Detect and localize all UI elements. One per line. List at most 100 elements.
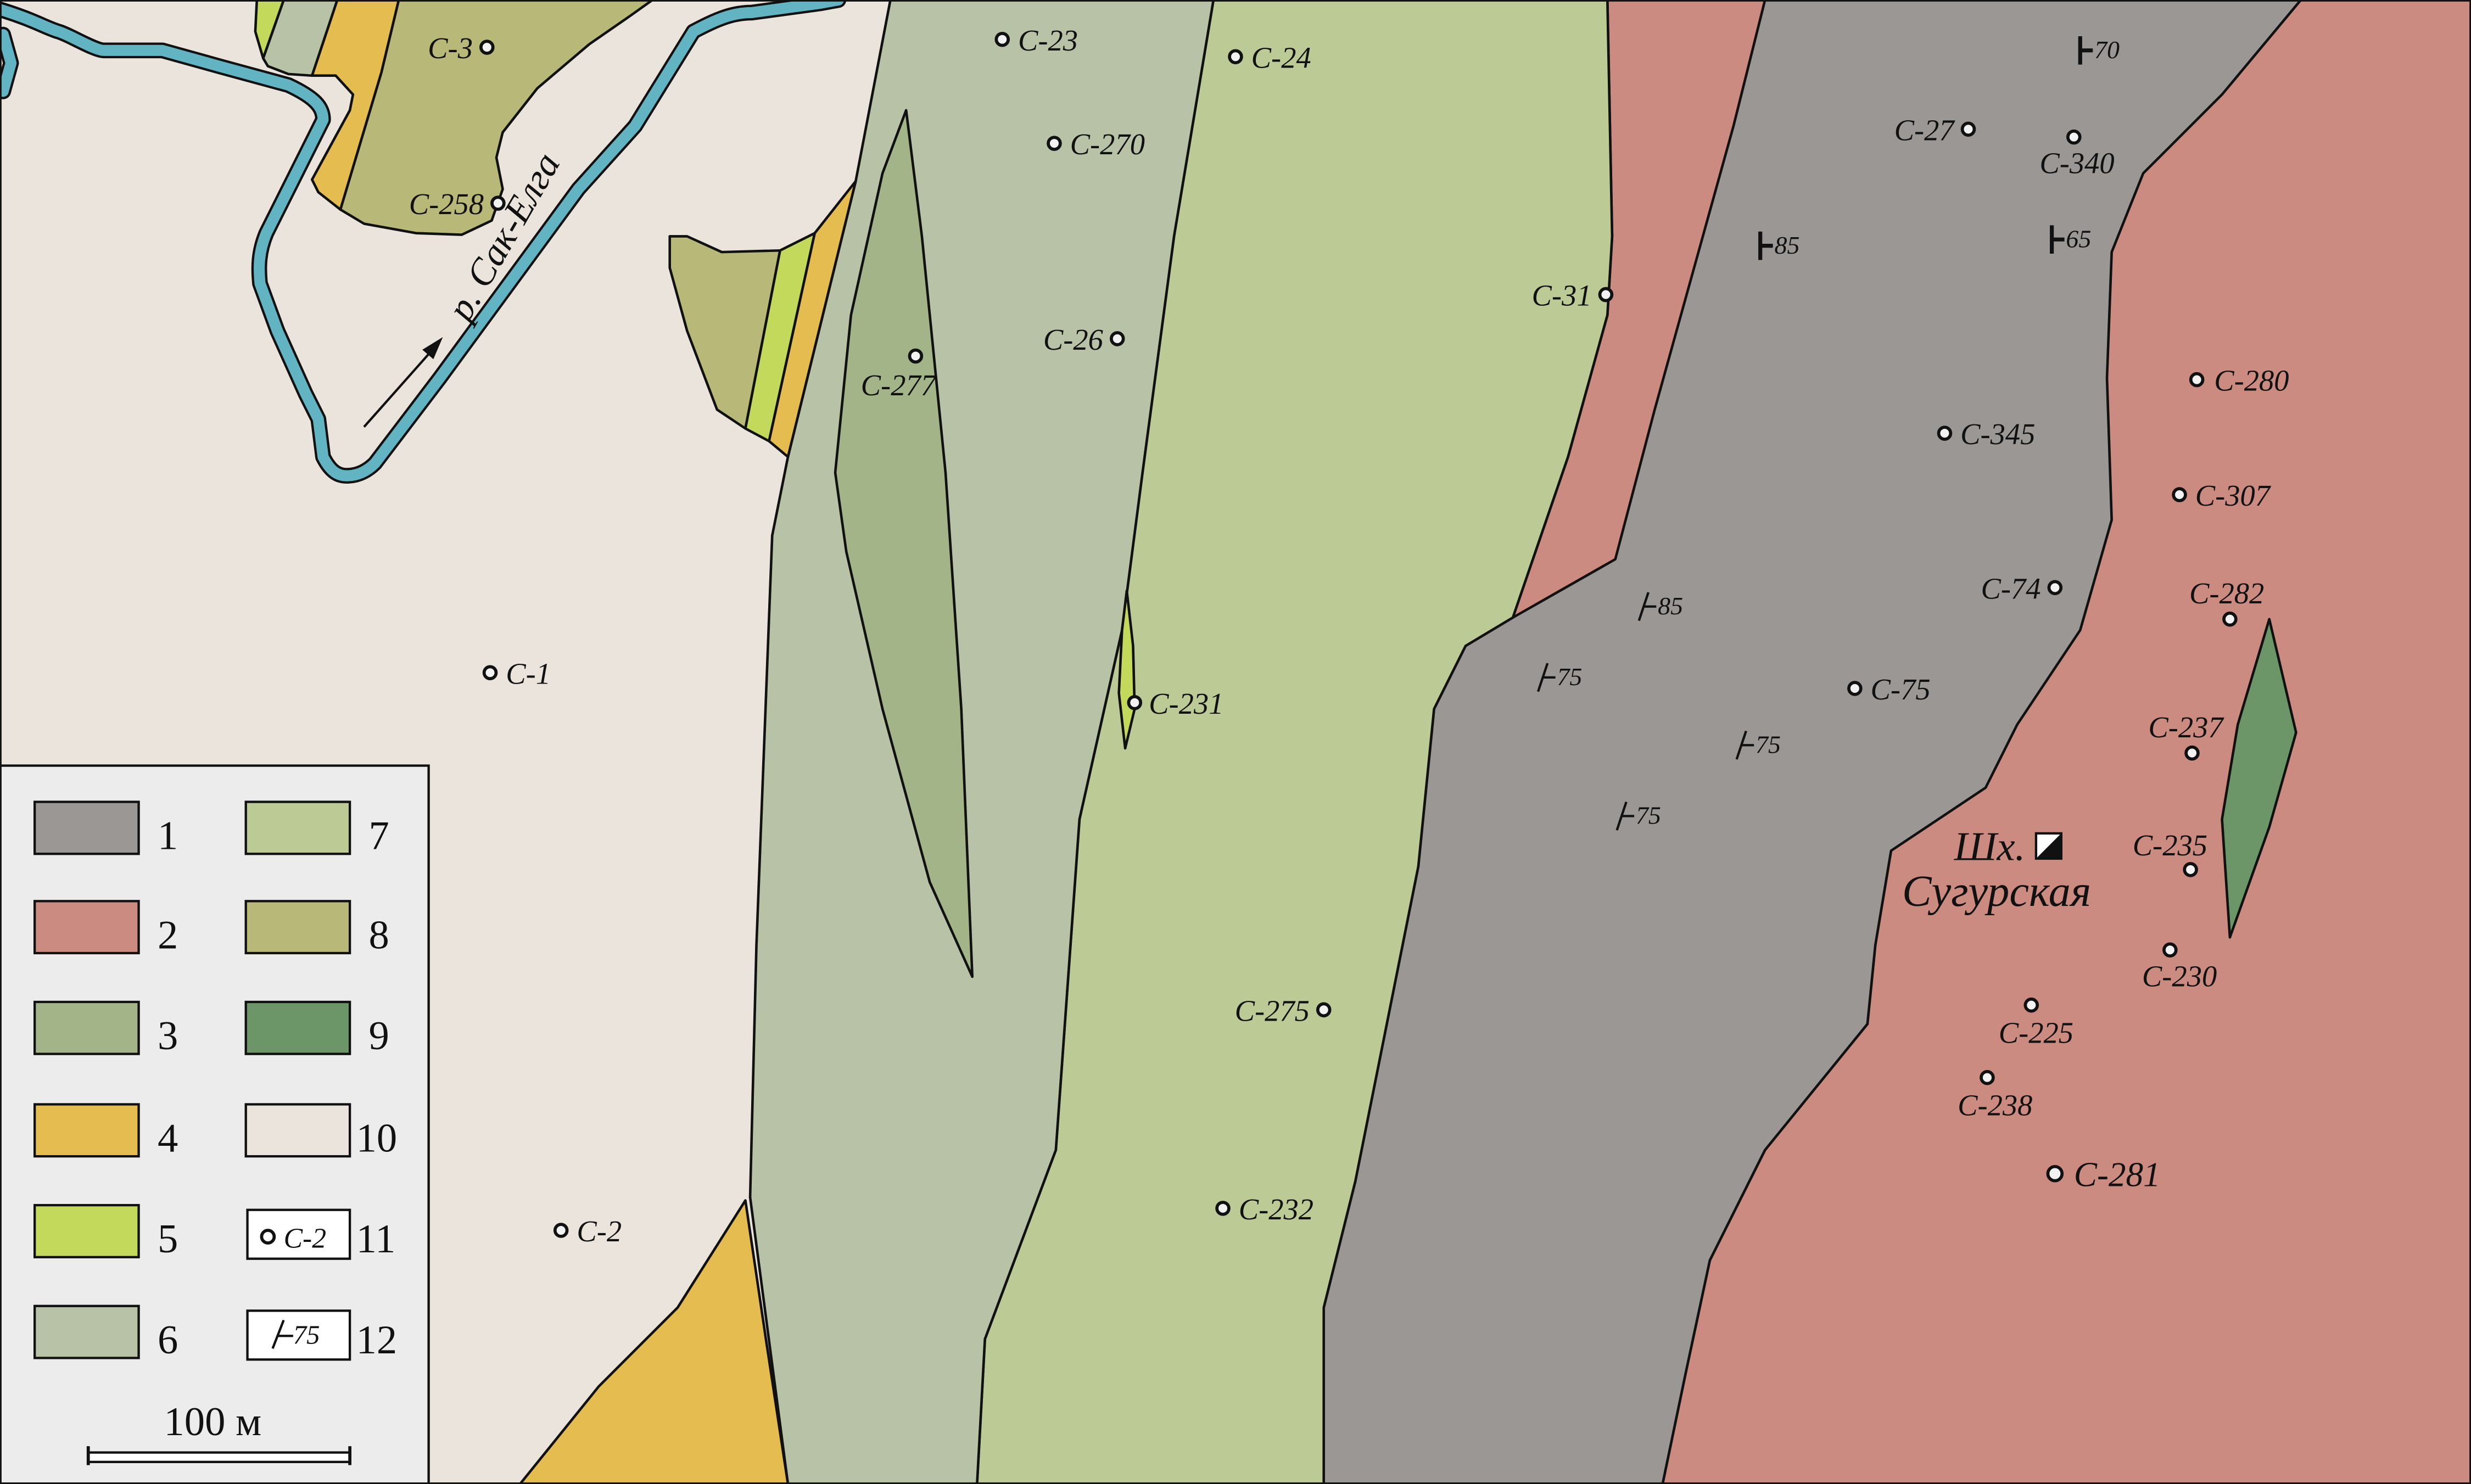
sample-label: С-75 [1871,673,1931,706]
mine-label-name: Сугурская [1902,867,2091,916]
mine-label-prefix: Шх. [1954,825,2026,870]
legend-item-9: 9 [244,1000,389,1059]
dip-symbol: 85 [1637,592,1683,621]
sample-label: С-3 [428,31,473,65]
sample-point: С-237 [2148,710,2224,761]
sample-label: С-74 [1981,572,2040,605]
sample-label: С-230 [2142,959,2217,993]
dip-strike-icon [2050,225,2065,254]
sample-label: С-31 [1532,279,1592,312]
unit-9-lens [2221,618,2297,939]
legend-number: 10 [356,1116,398,1161]
sample-point-icon [479,40,495,55]
dip-angle-label: 75 [1636,802,1661,830]
sample-point: С-232 [1215,1192,1313,1226]
sample-point: С-340 [2039,129,2115,180]
sample-point: С-231 [1127,687,1223,720]
dip-angle-label: 85 [1775,231,1800,259]
sample-label: С-1 [506,657,551,690]
sample-point-icon [2184,745,2200,761]
legend-swatch [33,1000,140,1055]
unit-8-outcrop-north [339,0,654,236]
sample-point-icon [994,31,1010,47]
dip-symbol: 75 [1615,801,1661,831]
sample-point: С-345 [1937,417,2035,451]
sample-point: С-280 [2189,364,2289,397]
legend-item-10: 10 [244,1103,398,1161]
legend-symbol-box [246,1309,351,1361]
legend-number: 6 [158,1318,178,1363]
sample-point-icon [2172,487,2187,502]
legend-sample-example: С-2 [284,1223,326,1255]
sample-point: С-23 [994,24,1078,57]
dip-symbol: 75 [1536,663,1582,692]
sample-point-icon [2047,580,2063,596]
dip-symbols: 70 85 65 85 75 75 75 [1536,36,2120,831]
sample-point: С-307 [2172,479,2272,512]
unit-4-area-south [518,1199,790,1484]
legend-dip-symbol: 75 [271,1319,320,1350]
sample-points: С-3С-258С-23С-24С-270С-26С-277С-231С-1С-… [409,24,2289,1248]
sample-label: С-231 [1149,687,1223,720]
unit-1-area [1322,0,2302,1484]
sample-point-icon [1109,331,1125,346]
sample-point: С-235 [2133,828,2207,877]
sample-label: С-2 [577,1214,622,1248]
sample-label: С-237 [2148,710,2224,744]
sample-point: С-75 [1847,673,1931,706]
legend-swatch [244,900,351,955]
legend-number: 9 [369,1013,389,1059]
legend-swatch [33,800,140,855]
sample-point-icon [1980,1069,1995,1085]
mine-shaft-icon [2034,832,2062,860]
dip-symbol: 85 [1758,231,1800,260]
dip-symbol: 65 [2050,225,2091,254]
dip-strike-icon [1758,231,1773,260]
sample-label: С-258 [409,187,484,221]
sample-point-icon [482,665,498,681]
mine-sugurskaya: Шх. Сугурская [1902,825,2091,916]
legend-number: 7 [369,814,389,859]
legend-swatch [33,1103,140,1158]
sample-label: С-277 [861,368,937,402]
sample-point-icon [490,195,506,211]
legend-item-2: 2 [33,900,178,957]
legend-item-3: 3 [33,1000,178,1059]
sample-label: С-225 [1999,1016,2073,1050]
sample-label: С-23 [1018,24,1078,57]
sample-label: С-24 [1251,41,1311,74]
sample-label: С-26 [1043,323,1103,356]
legend-swatch [244,1103,351,1158]
legend-item-7: 7 [244,800,389,859]
sample-point-icon [1937,425,1953,441]
legend-number: 3 [158,1013,178,1059]
legend-item-5: 5 [33,1203,178,1262]
legend-number: 1 [158,814,178,859]
sample-point: С-24 [1228,41,1311,74]
sample-label: С-232 [1239,1192,1313,1226]
sample-point-icon [1047,136,1062,151]
dip-strike-icon [1615,801,1635,831]
scale-bar [86,1446,351,1465]
sample-label: С-275 [1235,994,1310,1027]
sample-point-icon [2183,862,2198,877]
legend-swatch [244,1000,351,1055]
unit-5-strip-north [254,0,285,60]
legend-number: 11 [356,1217,396,1262]
legend-swatch [33,900,140,955]
dip-angle-label: 75 [1756,731,1781,759]
sample-label: С-238 [1958,1089,2032,1122]
sample-point-icon [908,348,924,364]
sample-point-icon [1960,121,1976,137]
sample-label: С-307 [2195,479,2272,512]
legend-number: 5 [158,1217,178,1262]
sample-point-icon [1316,1002,1332,1018]
sample-point: С-270 [1047,127,1145,161]
dip-angle-label: 70 [2094,36,2120,64]
sample-point: С-230 [2142,942,2217,993]
legend-item-4: 4 [33,1103,178,1161]
legend-number: 12 [356,1318,398,1363]
legend-item-1: 1 [33,800,178,859]
legend-sample-symbol: С-2 [260,1223,326,1255]
